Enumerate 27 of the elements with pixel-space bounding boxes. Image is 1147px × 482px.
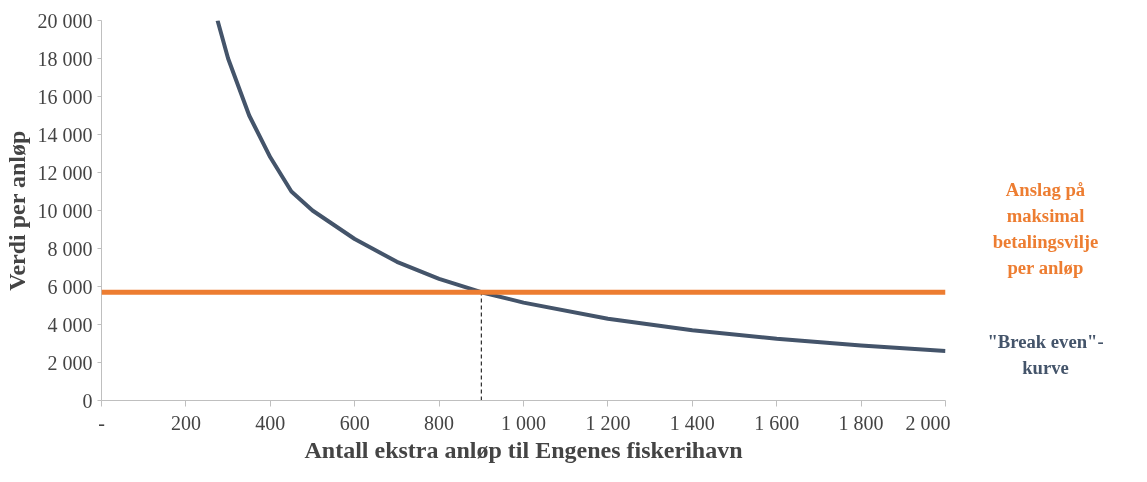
- x-tick-label: 400: [255, 411, 286, 434]
- x-tick-label: 2 000: [905, 411, 951, 434]
- x-tick-label: 800: [424, 411, 455, 434]
- y-tick-label: 4 000: [47, 313, 93, 336]
- line-series: [215, 20, 946, 354]
- x-tick-label: 1 800: [838, 411, 884, 434]
- y-tick-label: 2 000: [47, 351, 93, 374]
- y-tick-label: 20 000: [37, 9, 93, 32]
- y-tick-label: 8 000: [47, 237, 93, 260]
- y-tick-label: 0: [82, 389, 93, 412]
- y-tick-label: 10 000: [37, 199, 93, 222]
- y-tick-label: 12 000: [37, 161, 93, 184]
- x-tick-label: 600: [339, 411, 370, 434]
- x-tick-label: 1 000: [501, 411, 546, 434]
- x-tick-label: 1 600: [754, 411, 800, 434]
- y-tick-label: 14 000: [37, 123, 93, 146]
- x-tick-label: 1 200: [585, 411, 631, 434]
- x-axis-title: Antall ekstra anløp til Engenes fiskerihavn: [304, 436, 743, 463]
- ref-line-label: Anslag på maksimal betalingsvilje per anløp: [992, 179, 1099, 279]
- x-tick-label: -: [98, 411, 105, 434]
- x-tick-label: 200: [170, 411, 201, 434]
- text: "Break even"-kurve: [987, 330, 1104, 378]
- y-tick-label: 6 000: [47, 275, 93, 298]
- y-axis-title: Verdi per anløp: [3, 130, 30, 291]
- x-tick-label: 1 400: [669, 411, 715, 434]
- y-tick-label: 16 000: [37, 85, 93, 108]
- y-tick-label: 18 000: [37, 47, 93, 70]
